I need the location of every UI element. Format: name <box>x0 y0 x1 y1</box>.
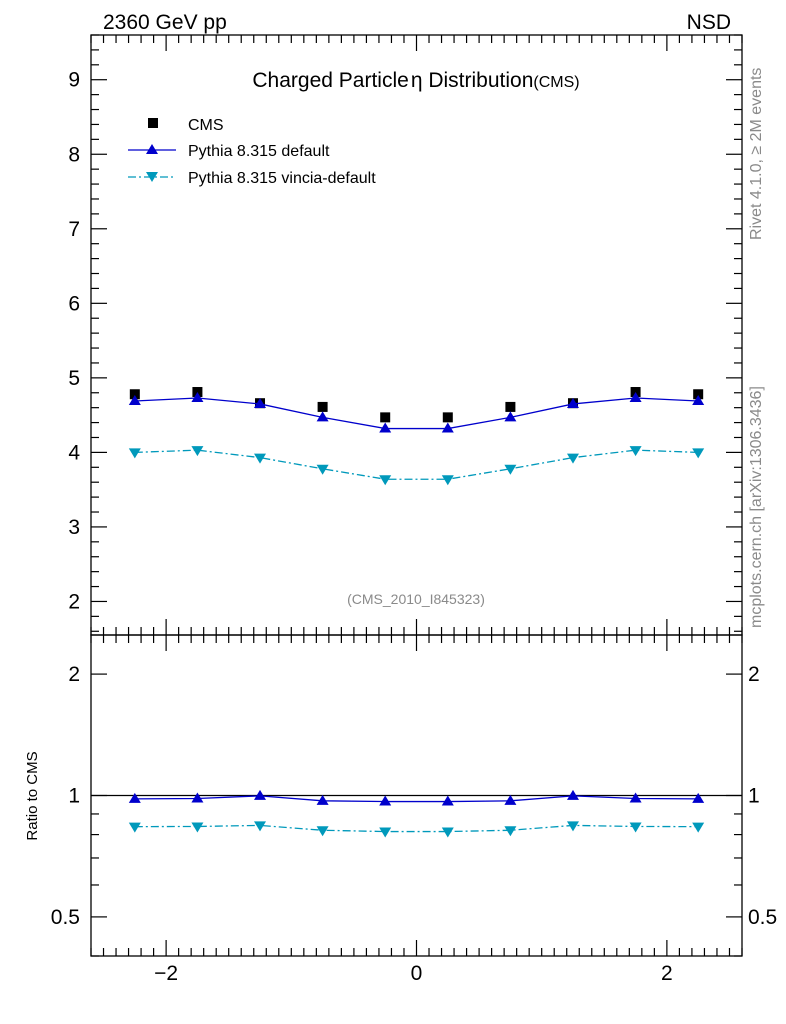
x-tick-label: 0 <box>411 962 423 985</box>
series-point-2 <box>629 446 642 457</box>
chart-title: Charged Particleη Distribution(CMS) <box>252 69 579 92</box>
ratio-point-0 <box>191 792 204 803</box>
analysis-label: (CMS_2010_I845323) <box>347 591 485 607</box>
title-suffix: (CMS) <box>533 74 579 91</box>
series-point-1 <box>504 411 517 422</box>
title-rest: Distribution <box>423 69 534 92</box>
series-point-2 <box>504 464 517 475</box>
ratio-point-1 <box>191 822 204 833</box>
y-tick-label: 9 <box>68 69 80 92</box>
ratio-point-0 <box>128 792 141 803</box>
legend-marker-default <box>146 144 158 154</box>
cms-data-point <box>442 412 453 423</box>
title-main: Charged Particle <box>252 69 408 92</box>
cms-data-point <box>129 389 140 400</box>
series-point-2 <box>191 446 204 457</box>
legend-label-default: Pythia 8.315 default <box>188 143 330 160</box>
ratio-y-tick-label-right: 1 <box>748 785 760 808</box>
y-tick-label: 3 <box>68 516 80 539</box>
series-point-1 <box>316 411 329 422</box>
ratio-y-tick-label: 0.5 <box>51 906 80 929</box>
series-line-1 <box>134 397 699 430</box>
series-line-2 <box>134 449 699 480</box>
y-tick-label: 7 <box>68 218 80 241</box>
series-point-1 <box>441 422 454 433</box>
series-point-2 <box>379 475 392 486</box>
series-point-2 <box>254 453 267 464</box>
ratio-y-tick-label-right: 0.5 <box>748 906 777 929</box>
ratio-y-tick-label: 2 <box>68 663 80 686</box>
series-point-2 <box>692 448 705 459</box>
ratio-point-1 <box>128 822 141 833</box>
series-point-1 <box>692 394 705 405</box>
mcplots-label: mcplots.cern.ch [arXiv:1306.3436] <box>748 386 765 628</box>
ratio-point-1 <box>441 827 454 838</box>
y-tick-label: 2 <box>68 590 80 613</box>
ratio-point-0 <box>316 794 329 805</box>
cms-data-point <box>693 389 704 400</box>
series-point-2 <box>316 464 329 475</box>
ratio-point-0 <box>441 795 454 806</box>
ratio-point-1 <box>692 822 705 833</box>
cms-data-point <box>380 412 391 423</box>
ratio-point-1 <box>379 827 392 838</box>
series-layer <box>91 387 742 838</box>
header-right: NSD <box>687 11 731 34</box>
legend-label-cms: CMS <box>188 117 224 134</box>
ratio-point-0 <box>254 789 267 800</box>
legend-marker-cms <box>148 118 158 128</box>
x-tick-label: −2 <box>154 962 178 985</box>
ratio-y-tick-label-right: 2 <box>748 663 760 686</box>
ratio-point-1 <box>566 821 579 832</box>
ratio-point-0 <box>629 792 642 803</box>
ratio-point-0 <box>566 789 579 800</box>
rivet-label: Rivet 4.1.0, ≥ 2M events <box>748 68 765 240</box>
ratio-point-1 <box>504 826 517 837</box>
ratio-point-1 <box>316 826 329 837</box>
series-point-2 <box>128 448 141 459</box>
header-left: 2360 GeV pp <box>103 11 227 34</box>
series-point-1 <box>629 391 642 402</box>
ratio-point-1 <box>629 822 642 833</box>
series-point-1 <box>566 397 579 408</box>
legend: CMS Pythia 8.315 default Pythia 8.315 vi… <box>128 117 376 187</box>
series-point-1 <box>254 397 267 408</box>
ratio-point-0 <box>379 795 392 806</box>
y-tick-label: 5 <box>68 367 80 390</box>
ratio-line-0 <box>134 795 699 803</box>
ratio-point-0 <box>692 792 705 803</box>
series-point-2 <box>566 453 579 464</box>
series-point-2 <box>441 475 454 486</box>
y-tick-label: 4 <box>68 441 80 464</box>
ratio-point-0 <box>504 794 517 805</box>
series-point-1 <box>191 391 204 402</box>
ratio-line-1 <box>134 824 699 833</box>
series-point-1 <box>128 394 141 405</box>
cms-data-point <box>505 401 516 412</box>
series-point-1 <box>379 422 392 433</box>
ratio-y-tick-label: 1 <box>68 785 80 808</box>
axes-tick-labels: −2 0 2 2 3 4 5 6 7 8 9 0.5 0.5 1 1 2 2 <box>51 69 777 985</box>
y-tick-label: 8 <box>68 143 80 166</box>
ratio-point-1 <box>254 821 267 832</box>
title-eta: η <box>411 69 423 92</box>
legend-label-vincia: Pythia 8.315 vincia-default <box>188 170 376 187</box>
axes-ticks <box>90 34 743 957</box>
x-tick-label: 2 <box>661 962 673 985</box>
cms-data-point <box>317 401 328 412</box>
ratio-ylabel: Ratio to CMS <box>24 751 41 840</box>
y-tick-label: 6 <box>68 292 80 315</box>
legend-marker-vincia <box>146 172 158 182</box>
